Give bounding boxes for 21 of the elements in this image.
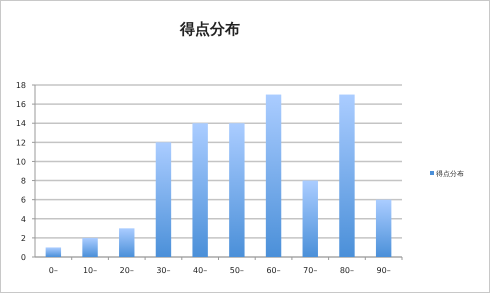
y-tick-label: 2 — [20, 234, 26, 243]
x-tick-label: 30– — [156, 266, 171, 275]
x-tick-label: 50– — [230, 266, 244, 275]
y-tick-label: 18 — [16, 81, 26, 90]
x-tick-label: 10– — [82, 266, 98, 275]
chart-title: 得点分布 — [179, 20, 240, 38]
x-tick-label: 40– — [193, 266, 208, 275]
y-tick-label: 6 — [20, 196, 26, 205]
y-tick-label: 10 — [16, 157, 26, 166]
y-tick-label: 16 — [16, 100, 26, 110]
y-tick-label: 8 — [20, 176, 26, 186]
x-tick-label: 80– — [340, 266, 354, 275]
x-tick-label: 60– — [266, 266, 281, 275]
x-tick-label: 90– — [376, 266, 391, 275]
x-tick-label: 20– — [120, 266, 134, 275]
y-tick-label: 4 — [20, 214, 26, 224]
x-tick-label: 0– — [48, 266, 58, 275]
y-tick-label: 0 — [20, 253, 26, 262]
y-tick-label: 12 — [16, 138, 26, 148]
y-tick-label: 14 — [16, 119, 26, 128]
x-tick-label: 70– — [303, 266, 318, 275]
